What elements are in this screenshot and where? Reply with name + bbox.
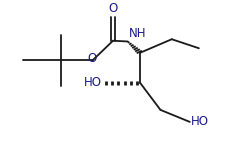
Text: HO: HO (190, 115, 208, 128)
Text: O: O (87, 51, 96, 64)
Text: NH: NH (128, 27, 146, 40)
Text: HO: HO (83, 76, 101, 89)
Text: O: O (108, 2, 117, 15)
